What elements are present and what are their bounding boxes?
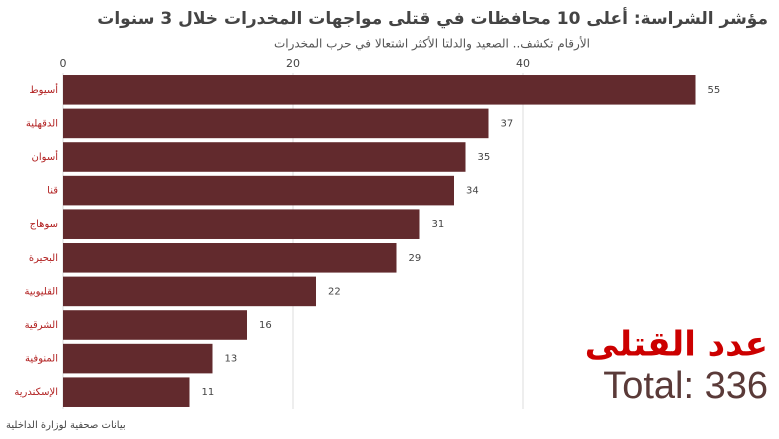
bar: [63, 276, 316, 307]
bar: [63, 75, 696, 105]
y-tick-label: أسيوط: [29, 83, 58, 96]
bar: [63, 243, 397, 273]
value-label: 11: [202, 387, 215, 398]
value-label: 35: [478, 152, 491, 163]
value-label: 34: [466, 186, 479, 197]
x-tick-label: 40: [516, 57, 530, 70]
x-tick-label: 0: [60, 57, 67, 70]
value-label: 29: [409, 253, 422, 264]
value-label: 37: [501, 118, 514, 129]
bar: [63, 142, 466, 172]
x-tick-label: 20: [286, 57, 300, 70]
source: بيانات صحفية لوزارة الداخلية: [6, 420, 126, 431]
bar: [63, 108, 489, 139]
chart-title: مؤشر الشراسة: أعلى 10 محافظات في قتلى مو…: [97, 7, 768, 29]
value-label: 55: [708, 85, 721, 96]
annotation-title: عدد القتلى: [585, 325, 768, 365]
y-tick-label: أسوان: [32, 150, 59, 163]
y-tick-label: القليوبية: [24, 286, 58, 297]
bar: [63, 310, 247, 340]
y-tick-label: الشرقية: [25, 320, 58, 331]
value-label: 22: [328, 286, 341, 297]
chart-subtitle: الأرقام تكشف.. الصعيد والدلتا الأكثر اشت…: [274, 36, 590, 52]
y-tick-label: سوهاج: [30, 219, 58, 230]
bar: [63, 343, 213, 374]
bar: [63, 175, 454, 206]
bar: [63, 377, 190, 407]
annotation-total: Total: 336: [603, 365, 768, 407]
value-label: 13: [225, 354, 238, 365]
y-tick-label: الدقهلية: [26, 118, 58, 129]
value-label: 31: [432, 219, 445, 230]
y-tick-label: البحيرة: [29, 253, 58, 264]
y-tick-label: قنا: [47, 186, 58, 197]
value-label: 16: [259, 320, 272, 331]
bar: [63, 209, 420, 239]
y-tick-label: الإسكندرية: [14, 387, 58, 398]
y-tick-label: المنوفية: [25, 354, 58, 365]
